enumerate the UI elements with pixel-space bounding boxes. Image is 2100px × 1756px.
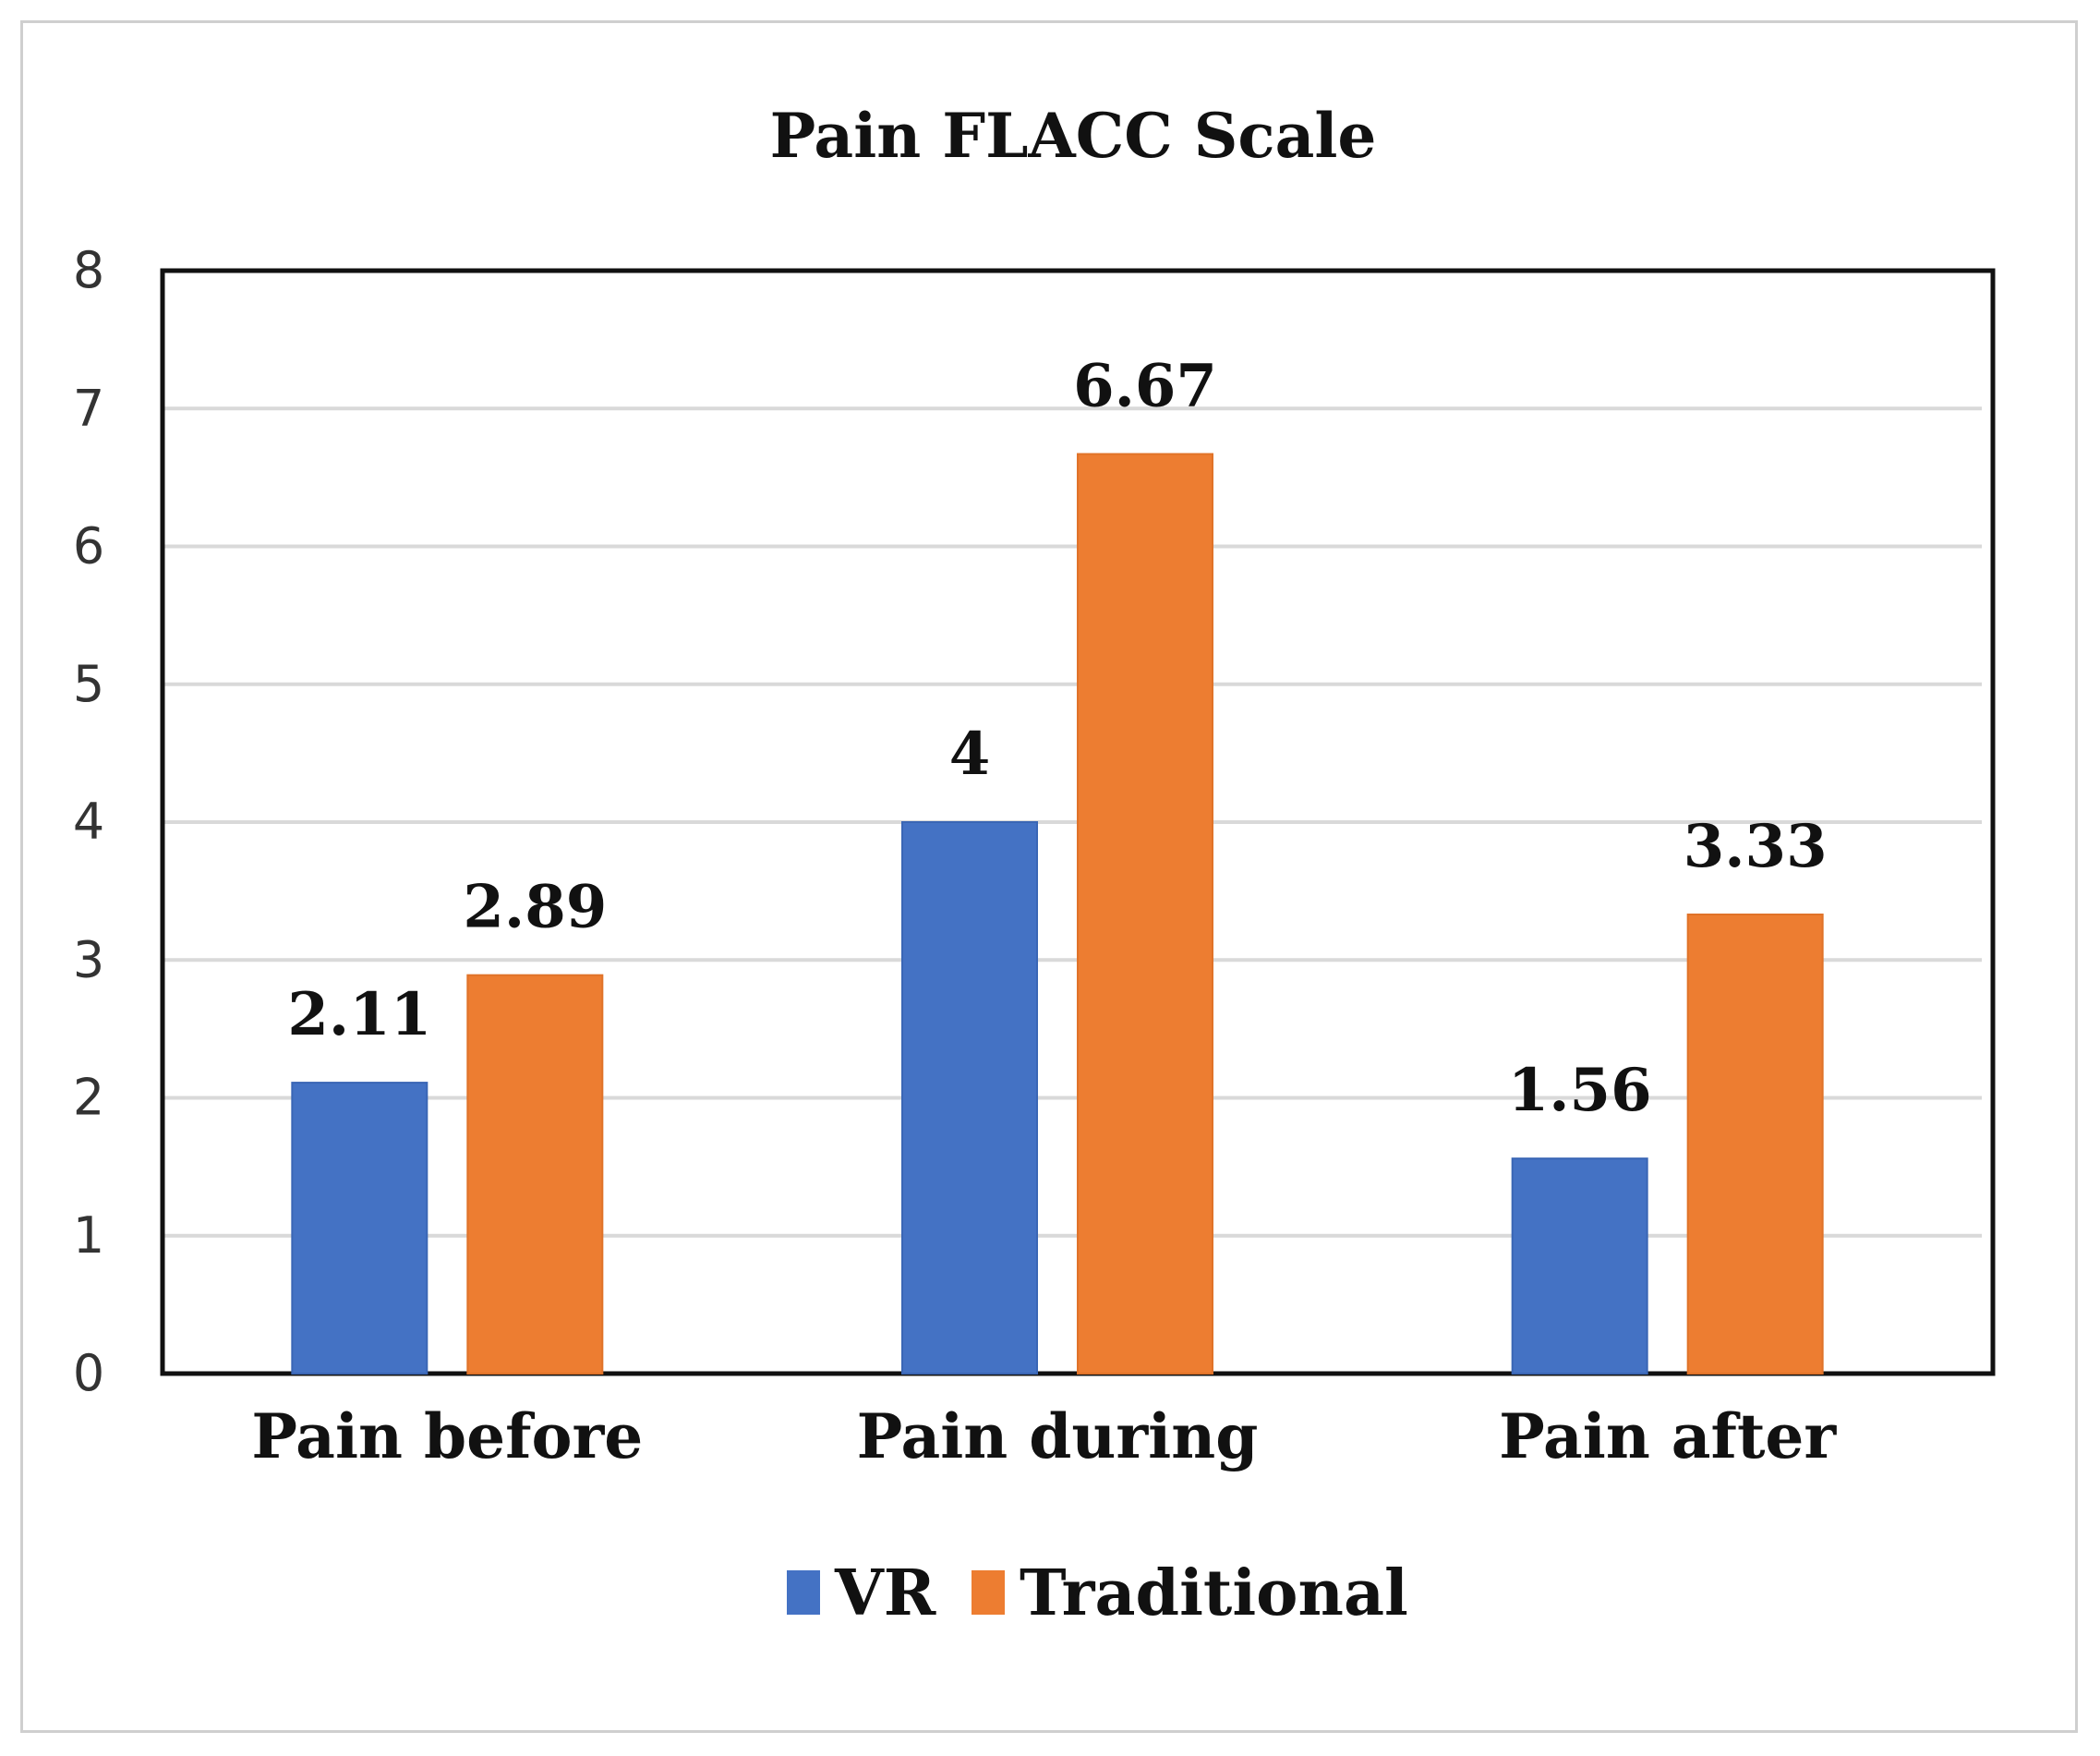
legend-label: Traditional <box>1020 1556 1408 1630</box>
y-tick-label: 5 <box>73 655 104 713</box>
chart-frame <box>20 20 2078 1733</box>
legend-swatch-vr <box>787 1570 820 1615</box>
bar-traditional <box>466 974 604 1375</box>
legend: VR Traditional <box>787 1556 1408 1630</box>
legend-swatch-traditional <box>972 1570 1005 1615</box>
y-tick-label: 6 <box>73 517 104 575</box>
legend-label: VR <box>834 1556 936 1630</box>
bar-vr <box>291 1082 428 1375</box>
y-tick-label: 3 <box>73 930 104 988</box>
y-tick-label: 7 <box>73 379 104 437</box>
bar-traditional <box>1686 913 1824 1375</box>
y-tick-label: 2 <box>73 1069 104 1127</box>
data-label: 3.33 <box>1684 812 1828 881</box>
y-axis-ticks: 0 1 2 3 4 5 6 7 8 <box>73 241 104 1402</box>
bar-vr <box>1511 1157 1648 1375</box>
x-axis-ticks: Pain before Pain during Pain after <box>251 1400 1837 1472</box>
data-label: 1.56 <box>1508 1056 1652 1125</box>
x-tick-label: Pain during <box>857 1400 1259 1472</box>
data-label: 6.67 <box>1073 352 1217 421</box>
bars <box>291 453 1824 1375</box>
y-tick-label: 8 <box>73 241 104 299</box>
y-tick-label: 4 <box>73 793 104 851</box>
data-labels: 2.11 2.89 4 6.67 1.56 3.33 <box>287 352 1827 1126</box>
bar-traditional <box>1077 453 1213 1375</box>
chart-title: Pain FLACC Scale <box>770 100 1377 172</box>
x-tick-label: Pain before <box>251 1400 643 1472</box>
y-tick-label: 1 <box>73 1206 104 1265</box>
y-tick-label: 0 <box>73 1344 104 1402</box>
data-label: 2.11 <box>287 980 431 1049</box>
data-label: 4 <box>949 720 991 789</box>
gridlines <box>163 406 1982 1238</box>
x-tick-label: Pain after <box>1499 1400 1837 1472</box>
bar-vr <box>901 821 1038 1375</box>
data-label: 2.89 <box>463 873 607 942</box>
